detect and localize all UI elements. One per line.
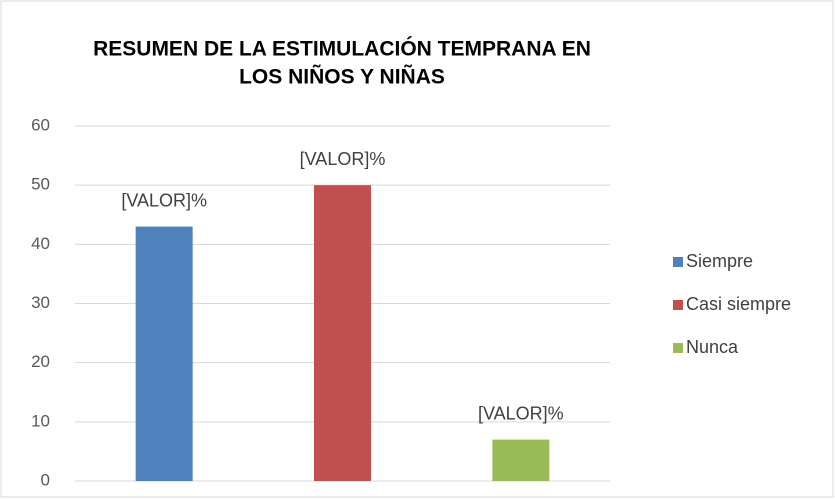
bar	[492, 439, 550, 481]
y-tick-label: 0	[41, 470, 50, 489]
chart-title: RESUMEN DE LA ESTIMULACIÓN TEMPRANA EN	[93, 37, 591, 61]
bar	[135, 226, 193, 481]
data-label: [VALOR]%	[121, 190, 207, 210]
y-tick-label: 20	[31, 352, 50, 371]
y-tick-label: 10	[31, 411, 50, 430]
bar	[314, 185, 371, 481]
y-tick-label: 50	[31, 175, 50, 194]
data-label: [VALOR]%	[300, 149, 386, 169]
legend-swatch	[673, 257, 683, 267]
data-label: [VALOR]%	[478, 403, 564, 423]
y-tick-label: 30	[31, 293, 50, 312]
chart-title: LOS NIÑOS Y NIÑAS	[239, 66, 445, 89]
y-tick-label: 40	[31, 234, 50, 253]
legend-swatch	[673, 300, 683, 310]
legend-label: Siempre	[686, 251, 753, 271]
legend-label: Casi siempre	[686, 294, 791, 314]
legend-label: Nunca	[686, 337, 739, 357]
y-tick-label: 60	[31, 115, 50, 134]
legend-swatch	[673, 343, 683, 353]
